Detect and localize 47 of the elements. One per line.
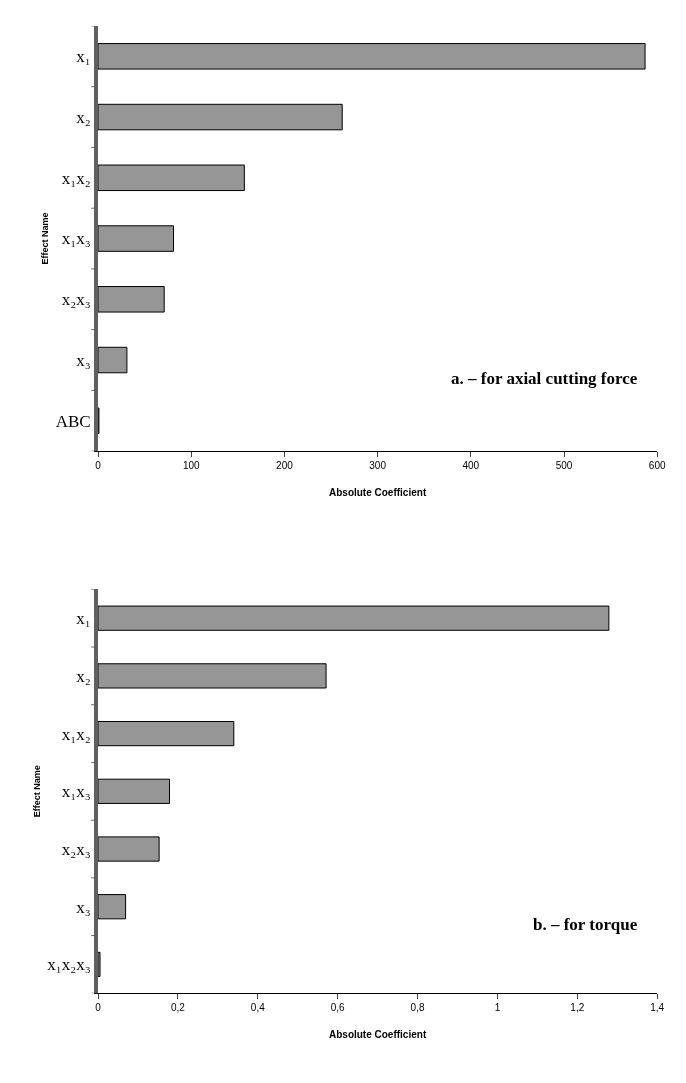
y-tick-label: x₁x₂x₃ bbox=[47, 955, 91, 975]
x-tick-label: 0 bbox=[95, 460, 102, 472]
x-tick-label: 0,4 bbox=[250, 1002, 266, 1014]
bar bbox=[98, 836, 160, 862]
x-axis-title: Absolute Coefficient bbox=[328, 486, 427, 498]
y-tick-label: x₁ bbox=[76, 609, 91, 629]
x-tick-label: 500 bbox=[555, 460, 573, 472]
bar bbox=[98, 663, 327, 689]
x-tick-label: 1,4 bbox=[650, 1002, 665, 1014]
annotation: b. – for torque bbox=[533, 915, 638, 934]
y-axis-title: Effect Name bbox=[32, 765, 43, 818]
bar bbox=[98, 225, 175, 252]
y-tick-label: x₁ bbox=[76, 47, 91, 67]
x-tick-label: 0,6 bbox=[330, 1002, 346, 1014]
x-tick-label: 400 bbox=[462, 460, 480, 472]
y-tick-label: x₂ bbox=[76, 108, 91, 127]
x-axis-title: Absolute Coefficient bbox=[328, 1028, 427, 1040]
y-tick-label: x₂x₃ bbox=[61, 290, 91, 310]
y-tick-label: x₂ bbox=[76, 666, 91, 686]
x-tick-label: 100 bbox=[182, 460, 200, 472]
x-tick-label: 1 bbox=[494, 1002, 501, 1014]
x-tick-label: 600 bbox=[648, 460, 666, 472]
bar bbox=[98, 778, 171, 804]
bar bbox=[98, 605, 610, 631]
y-tick-label: ABC bbox=[55, 411, 91, 431]
y-tick-label: x₁x₂ bbox=[61, 724, 91, 744]
x-tick-label: 1,2 bbox=[570, 1002, 585, 1014]
bar bbox=[98, 103, 343, 131]
bar bbox=[98, 164, 245, 192]
y-tick-label: x₃ bbox=[76, 350, 91, 370]
bar bbox=[98, 286, 165, 313]
bar bbox=[98, 894, 127, 920]
x-tick-label: 300 bbox=[369, 460, 387, 472]
bar bbox=[98, 720, 235, 747]
x-tick-label: 0,2 bbox=[170, 1002, 186, 1014]
annotation: a. – for axial cutting force bbox=[451, 369, 638, 388]
x-tick-label: 0,8 bbox=[410, 1002, 425, 1014]
x-tick-label: 0 bbox=[95, 1002, 102, 1014]
bar bbox=[98, 346, 128, 374]
bar bbox=[98, 43, 646, 70]
y-tick-label: x₁x₃ bbox=[61, 229, 91, 249]
y-tick-label: x₂x₃ bbox=[61, 839, 91, 859]
y-axis-title: Effect Name bbox=[40, 212, 51, 265]
y-tick-label: x₃ bbox=[76, 897, 91, 917]
x-tick-label: 200 bbox=[276, 460, 294, 472]
y-tick-label: x₁x₃ bbox=[61, 782, 91, 802]
y-tick-label: x₁x₂ bbox=[61, 168, 91, 188]
